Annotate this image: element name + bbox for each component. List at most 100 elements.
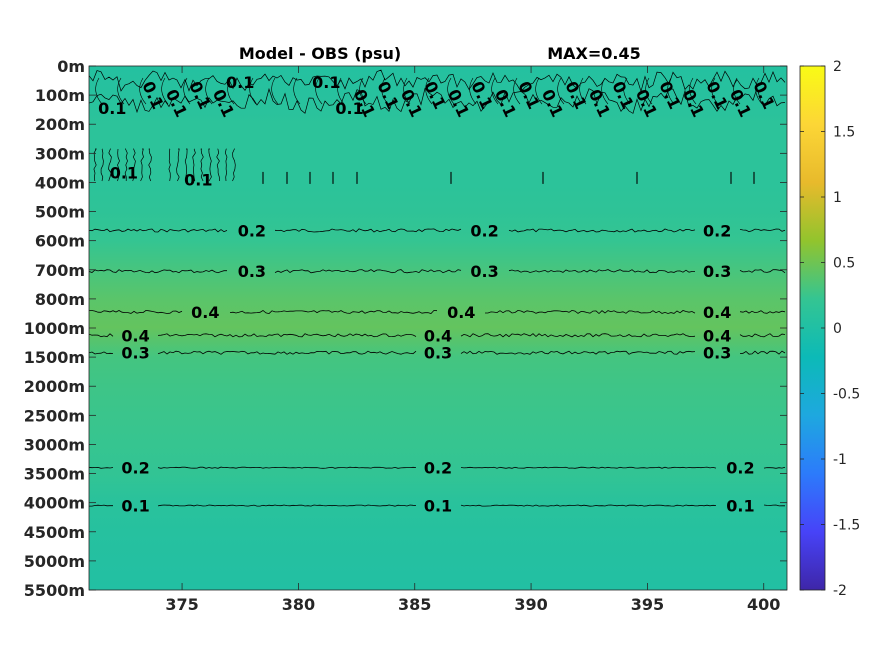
y-tick-label: 1500m — [24, 348, 85, 367]
contour-label: 0.2 — [470, 221, 498, 240]
colorbar-tick-label: -0.5 — [833, 387, 860, 403]
contour-line-surface-arc — [689, 77, 697, 105]
contour-line-wiggle — [93, 148, 97, 182]
contour-line-surface-arc — [293, 77, 301, 105]
x-tick-label: 380 — [282, 595, 315, 614]
y-tick-label: 4000m — [24, 494, 85, 513]
contour-line-surface-arc — [469, 77, 477, 105]
contour-label: 0.3 — [238, 262, 266, 281]
contour-label: 0.4 — [703, 326, 731, 345]
contour-line-surface-arc — [227, 77, 235, 105]
y-tick-label: 400m — [35, 173, 85, 192]
y-tick-label: 100m — [35, 86, 85, 105]
contour-line-surface-arc — [161, 77, 169, 105]
y-tick-label: 600m — [35, 232, 85, 251]
contour-label-upper: 0.1 — [335, 99, 363, 118]
contour-line-surface-arc — [513, 77, 521, 105]
contour-line-surface-arc — [403, 77, 411, 105]
contour-line-surface-arc — [359, 77, 367, 105]
chart-title: Model - OBS (psu) — [239, 44, 401, 63]
contour-line-wiggle — [168, 148, 171, 182]
contour-line — [89, 333, 786, 338]
y-tick-label: 5000m — [24, 552, 85, 571]
y-tick-label: 800m — [35, 290, 85, 309]
x-tick-label: 375 — [165, 595, 198, 614]
x-tick-label: 385 — [398, 595, 431, 614]
y-tick-label: 2500m — [24, 406, 85, 425]
contour-label: 0.2 — [726, 459, 754, 478]
contour-label: 0.4 — [121, 326, 149, 345]
contour-line — [89, 504, 785, 507]
contour-label-upper: 0.1 — [184, 171, 212, 190]
colorbar-tick-label: 1.5 — [833, 125, 855, 141]
y-tick-label: 700m — [35, 261, 85, 280]
contour-label: 0.4 — [191, 303, 219, 322]
contour-line-surface-top — [89, 69, 786, 93]
contour-line-surface-arc — [667, 77, 675, 105]
contour-label: 0.3 — [470, 262, 498, 281]
contour-line-surface-arc — [117, 77, 125, 105]
contour-line-surface-arc — [205, 77, 213, 105]
contour-line-surface-arc — [183, 77, 191, 105]
contour-label: 0.3 — [424, 344, 452, 363]
contour-label-upper: 0.1 — [312, 73, 340, 92]
colorbar-tick-label: 0 — [833, 321, 842, 337]
colorbar-tick-label: 1 — [833, 190, 842, 206]
contour-line-wiggle — [216, 148, 220, 182]
contour-line-wiggle — [192, 148, 196, 182]
contour-line — [89, 228, 786, 233]
y-tick-label: 3000m — [24, 435, 85, 454]
contour-line-wiggle — [140, 148, 144, 182]
contour-label: 0.3 — [703, 262, 731, 281]
y-tick-label: 4500m — [24, 523, 85, 542]
contour-line-wiggle — [184, 148, 188, 182]
contour-label: 0.2 — [121, 459, 149, 478]
contour-line — [89, 466, 786, 469]
colorbar-tick-label: -1 — [833, 452, 847, 468]
contour-label: 0.1 — [424, 497, 452, 516]
contour-line-wiggle — [108, 148, 112, 182]
contour-line-surface-arc — [447, 77, 455, 105]
x-tick-label: 395 — [631, 595, 664, 614]
contour-label: 0.2 — [424, 459, 452, 478]
contour-line-wiggle — [132, 148, 136, 182]
contour-line-surface-arc — [755, 77, 763, 105]
contour-line-wiggle — [232, 148, 236, 182]
contour-label: 0.4 — [424, 326, 452, 345]
contour-line-surface-bottom — [89, 86, 786, 114]
contour-line-surface-arc — [337, 77, 345, 105]
contour-line-surface-arc — [271, 77, 279, 105]
contour-line-wiggle — [200, 148, 204, 182]
colorbar-axis: 2 1.5 1 0.5 0 -0.5 -1 -1.5 -2 — [800, 59, 860, 599]
contour-label-upper: 0.1 — [98, 99, 126, 118]
contour-label-upper: 0.1 — [110, 163, 138, 182]
y-tick-label: 500m — [35, 203, 85, 222]
contour-line-surface-arc — [315, 77, 323, 105]
heatmap-field — [89, 66, 787, 590]
contour-line-surface-arc — [711, 77, 719, 105]
contour-line-surface-arc — [95, 77, 103, 105]
contour-line-wiggle — [100, 148, 104, 182]
contour-line-surface-arc — [425, 77, 433, 105]
contour-label-upper: 0.1 — [226, 73, 254, 92]
contour-line-surface-arc — [623, 77, 631, 105]
contour-line-surface-arc — [557, 77, 565, 105]
y-tick-label: 200m — [35, 115, 85, 134]
contour-line-wiggle — [124, 148, 128, 182]
contour-line-surface-arc — [249, 77, 257, 105]
contour-label: 0.2 — [703, 221, 731, 240]
y-tick-label: 2000m — [24, 377, 85, 396]
contour-lines — [89, 69, 786, 507]
contour-line-surface-arc — [733, 77, 741, 105]
contour-line-surface-arc — [381, 77, 389, 105]
y-axis: 0m 100m 200m 300m 400m 500m 600m 700m 800m 1000m 1… — [24, 57, 787, 600]
contour-label: 0.1 — [726, 497, 754, 516]
contour-line — [89, 350, 786, 355]
contour-line-surface-arc — [535, 77, 543, 105]
max-annotation: MAX=0.45 — [547, 44, 641, 63]
x-axis: 375 380 385 390 395 400 — [165, 66, 780, 614]
contour-label: 0.3 — [121, 344, 149, 363]
contour-label: 0.2 — [238, 221, 266, 240]
